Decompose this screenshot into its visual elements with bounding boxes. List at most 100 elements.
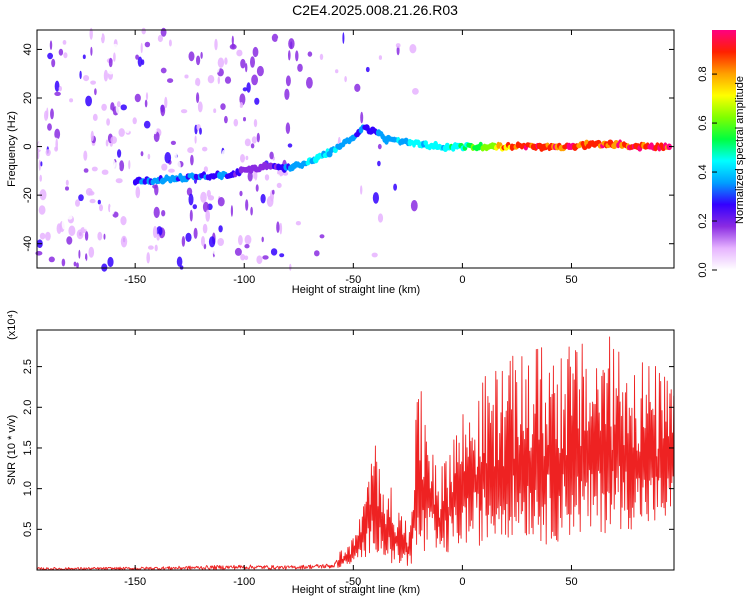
spectrogram-spot	[144, 41, 151, 48]
spectrogram-spot	[73, 261, 77, 267]
spectrogram-spot	[285, 122, 291, 134]
colorbar-tick-label: 0.0	[697, 262, 709, 277]
spectrogram-spot	[106, 109, 114, 117]
spectrogram-spot	[256, 118, 264, 127]
spectrogram-spot	[214, 38, 218, 51]
spectrogram-spot	[224, 115, 228, 124]
spectrogram-spot	[200, 51, 203, 59]
spectrogram-spot	[208, 143, 215, 150]
spectrogram-spot	[107, 67, 115, 75]
spectrogram-spot	[205, 32, 211, 38]
spectrogram-spot	[120, 235, 128, 248]
spectrogram-spot	[55, 138, 58, 151]
spectrogram-spot	[191, 68, 197, 74]
spectrogram-spot	[49, 40, 53, 50]
spectrogram-spot	[233, 118, 239, 127]
colorbar-axes: 0.0 0.2 0.4 0.6 0.8	[697, 66, 717, 278]
spectrogram-spot	[244, 255, 249, 261]
colorbar-tick-label: 0.2	[697, 213, 709, 228]
spectrogram-spot	[98, 30, 102, 39]
spectrogram-spot	[277, 36, 283, 45]
spectrogram-spot	[67, 215, 73, 220]
spectrogram-spot	[141, 27, 146, 35]
spectrogram-spot	[228, 114, 234, 127]
snr-x-tick-label: 0	[459, 576, 465, 588]
spectrogram-spot	[344, 76, 347, 83]
spectrogram-spot	[154, 184, 159, 196]
spectrogram-spot	[209, 47, 212, 52]
spectrogram-spot	[201, 236, 205, 247]
spectrogram-panel: -150 -100 -50 0 50 -40 -20 0 20 40 Height of stra…	[6, 25, 675, 296]
spectrogram-spot	[299, 110, 302, 116]
spectrogram-spot	[152, 226, 158, 238]
spectrogram-spot	[185, 232, 192, 242]
spectrogram-spot	[135, 186, 141, 199]
spectrogram-spot	[133, 243, 138, 252]
spectrogram-spot	[295, 50, 299, 62]
spectrogram-spot	[101, 103, 107, 111]
spectrogram-spot	[68, 225, 76, 237]
snr-axes: -150 -100 -50 0 50 0.5 1.0 1.5 2.0 2.5	[22, 330, 674, 588]
spectrogram-spot	[129, 201, 134, 213]
spectrogram-spot	[268, 106, 275, 116]
spectrogram-spot	[240, 254, 246, 261]
spectrogram-x-tick-label: -100	[233, 274, 255, 286]
spectrogram-spot	[90, 46, 93, 56]
spectrogram-spot	[198, 211, 205, 218]
spectrogram-spot	[377, 143, 382, 150]
spectrogram-spot	[99, 204, 103, 212]
spectrogram-spot	[284, 242, 287, 248]
spectrogram-spot	[245, 63, 248, 73]
spectrogram-y-tick-label: -20	[22, 187, 34, 203]
spectrogram-spot	[243, 117, 246, 122]
spectrogram-spot	[229, 68, 234, 78]
spectrogram-spot	[80, 258, 87, 266]
spectrogram-spot	[38, 205, 46, 215]
spectrogram-spot	[181, 236, 186, 247]
snr-scale-label: (x10⁴)	[6, 310, 18, 340]
spectrogram-spot	[246, 82, 251, 93]
spectrogram-spot	[168, 222, 173, 231]
spectrogram-spot	[332, 33, 339, 43]
spectrogram-spot	[56, 102, 60, 115]
spectrogram-spot	[107, 43, 114, 54]
spectrogram-spot	[170, 60, 177, 68]
spectrogram-spot	[122, 80, 126, 89]
spectrogram-spot	[319, 234, 325, 239]
spectrogram-spot	[239, 102, 244, 108]
spectrogram-spot	[47, 123, 52, 131]
spectrogram-spot	[83, 75, 90, 82]
spectrogram-spot	[285, 197, 292, 204]
spectrogram-spot	[177, 148, 182, 158]
spectrogram-spot	[197, 101, 203, 113]
spectrogram-spot	[101, 198, 105, 204]
spectrogram-spot	[670, 117, 675, 124]
spectrogram-spot	[109, 159, 116, 169]
spectrogram-spot	[199, 127, 202, 135]
spectrogram-spot	[111, 194, 119, 203]
spectrogram-spot	[279, 253, 285, 258]
spectrogram-spot	[37, 150, 40, 160]
spectrogram-spot	[40, 161, 43, 167]
spectrogram-spot	[78, 194, 84, 202]
spectrogram-spot	[238, 235, 243, 246]
spectrogram-spot	[109, 204, 115, 215]
spectrogram-spot	[289, 263, 292, 271]
spectrogram-spot	[58, 86, 62, 92]
spectrogram-spot	[171, 153, 178, 165]
spectrogram-spot	[270, 248, 278, 256]
spectrogram-spot	[79, 70, 82, 80]
spectrogram-spot	[54, 91, 61, 96]
spectrogram-spot	[251, 263, 255, 271]
spectrogram-spot	[184, 74, 189, 79]
spectrogram-spot	[75, 199, 80, 207]
spectrogram-spot	[118, 192, 123, 203]
spectrogram-spot	[288, 38, 295, 50]
spectrogram-spot	[395, 43, 401, 48]
spectrogram-spot	[88, 246, 95, 258]
spectrogram-spot	[202, 223, 208, 234]
spectrogram-spot	[101, 33, 105, 44]
spectrogram-spot	[217, 76, 220, 85]
spectrogram-spot	[45, 149, 51, 157]
spectrogram-spot	[234, 247, 242, 256]
